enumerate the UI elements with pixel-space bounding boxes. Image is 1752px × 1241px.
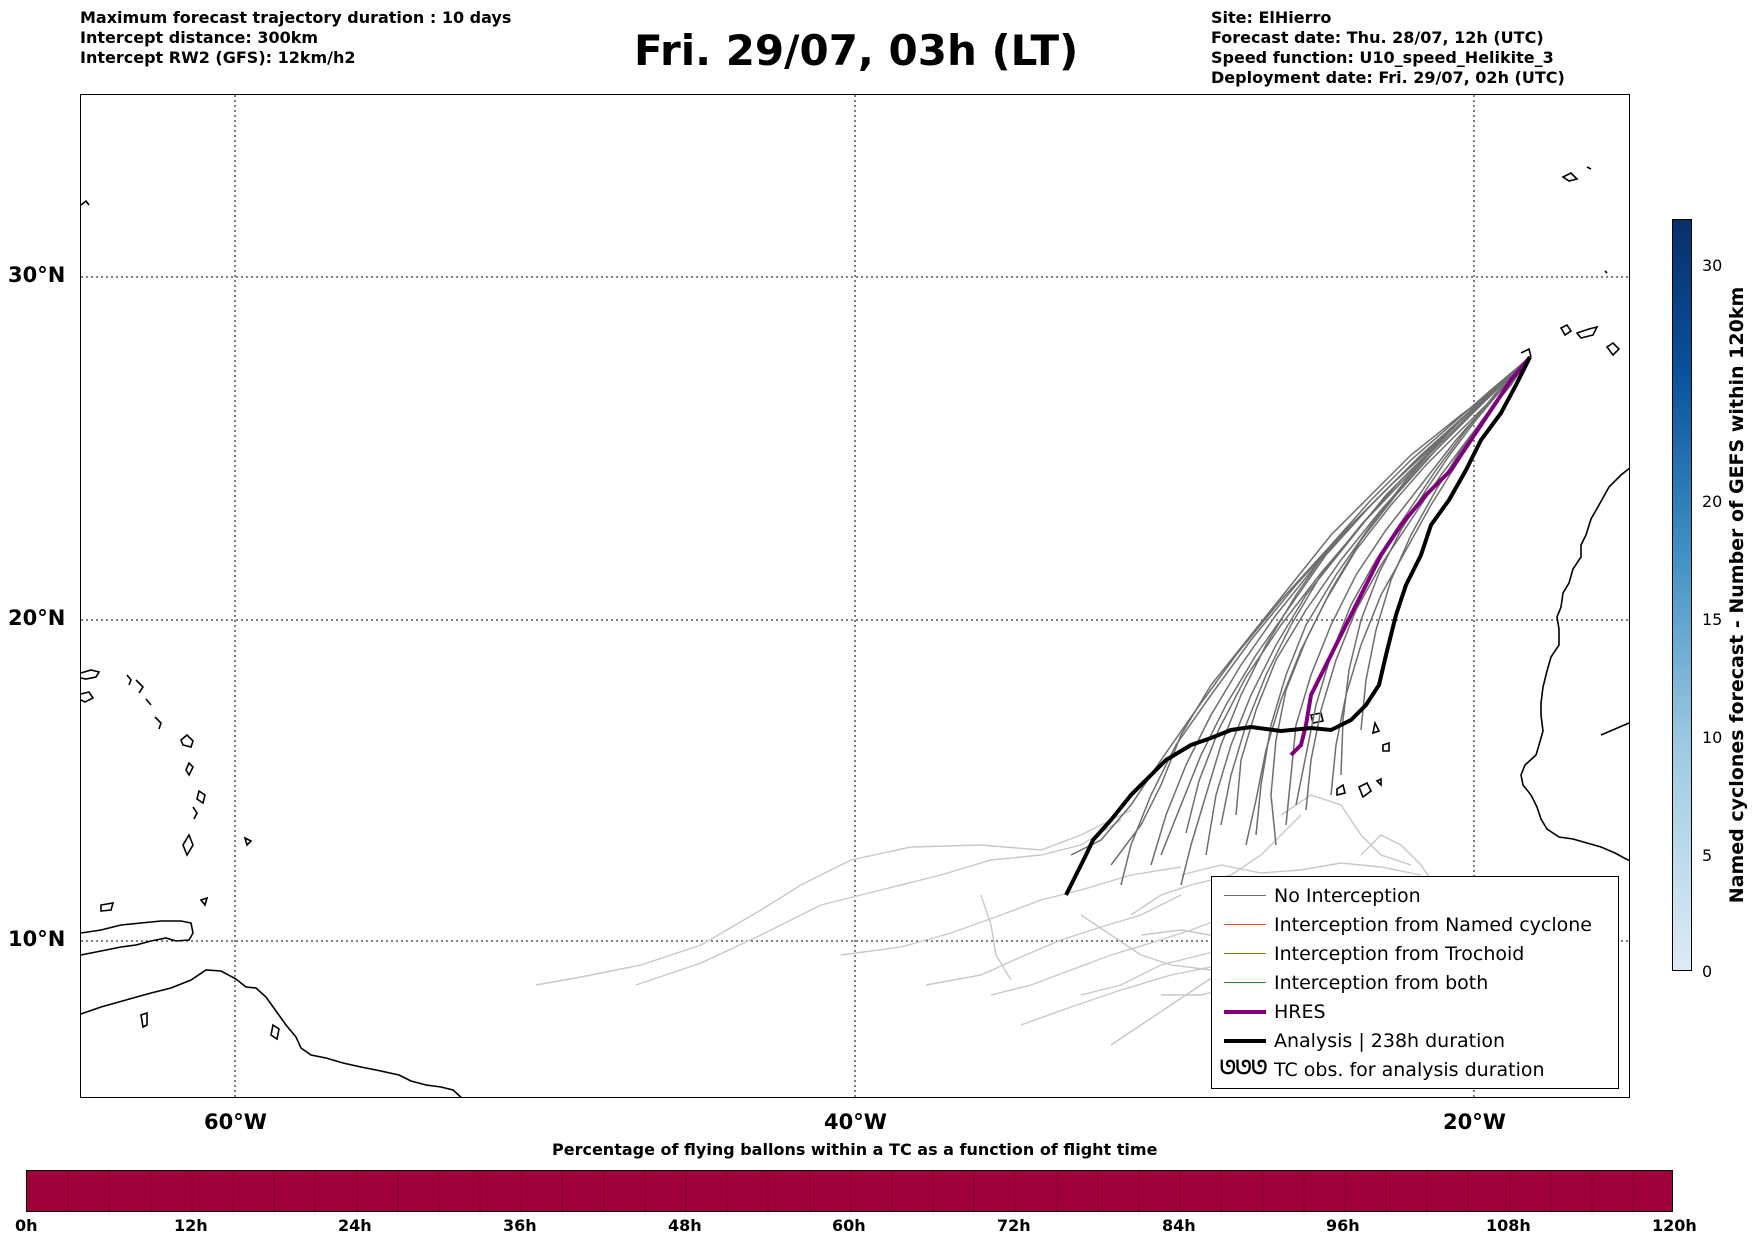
deployment-date-text: Deployment date: Fri. 29/07, 02h (UTC): [1211, 68, 1565, 87]
coast-antilles-13: [199, 896, 209, 907]
lat-label-10: 10°N: [8, 927, 66, 951]
legend-item-analysis: Analysis | 238h duration: [1212, 1028, 1618, 1054]
thin-green-line-icon: [1224, 982, 1266, 983]
coast-canary-3: [1605, 341, 1621, 357]
coast-antilles-11: [81, 691, 95, 703]
time-tick-120h: 120h: [1652, 1216, 1697, 1235]
map-legend: No Interception Interception from Named …: [1211, 876, 1619, 1089]
legend-label: Interception from Named cyclone: [1274, 914, 1592, 936]
colorbar-ticks: [67, 1171, 1634, 1213]
time-tick-0h: 0h: [15, 1216, 38, 1235]
coast-capeverde-6: [1375, 777, 1382, 787]
coast-antilles-6: [180, 733, 194, 748]
cbar-tick-30: 30: [1702, 256, 1723, 275]
coast-antilles-2: [126, 674, 132, 686]
legend-item-trochoid: Interception from Trochoid: [1212, 941, 1618, 967]
coast-capeverde-4: [1336, 783, 1346, 797]
bottom-colorbar-title: Percentage of flying ballons within a TC…: [552, 1140, 1158, 1159]
coast-antilles-5: [154, 716, 162, 730]
coast-canary-1: [1559, 323, 1573, 337]
legend-label: HRES: [1274, 1001, 1326, 1023]
legend-label: Interception from both: [1274, 972, 1489, 994]
legend-label: Interception from Trochoid: [1274, 943, 1525, 965]
coast-antilles-17: [270, 1023, 280, 1041]
lat-label-20: 20°N: [8, 606, 66, 630]
coast-madeira-3: [1604, 270, 1608, 274]
legend-item-hres: HRES: [1212, 999, 1618, 1025]
hres-trajectory: [1289, 355, 1532, 757]
analysis-trajectory: [1064, 356, 1532, 896]
lon-label-60: 60°W: [204, 1110, 267, 1134]
coast-antilles-14: [81, 199, 90, 206]
max-duration-text: Maximum forecast trajectory duration : 1…: [80, 8, 512, 27]
legend-label: No Interception: [1274, 885, 1421, 907]
coast-africa: [1520, 467, 1629, 862]
cbar-tick-5: 5: [1702, 846, 1713, 865]
time-tick-96h: 96h: [1326, 1216, 1360, 1235]
legend-label: Analysis | 238h duration: [1274, 1030, 1506, 1052]
legend-item-no-interception: No Interception: [1212, 883, 1618, 909]
coast-trinidad: [81, 920, 194, 956]
coast-madeira-2: [1586, 166, 1592, 170]
cyclone-colorbar-label: Named cyclones forecast - Number of GEFS…: [1726, 286, 1748, 904]
coast-capeverde-5: [1357, 781, 1373, 799]
coast-africa-inlet: [1600, 722, 1629, 736]
time-tick-72h: 72h: [997, 1216, 1031, 1235]
header-info-left: Maximum forecast trajectory duration : 1…: [80, 8, 511, 68]
legend-item-both: Interception from both: [1212, 970, 1618, 996]
thin-gray-line-icon: [1224, 895, 1266, 896]
tc-percentage-colorbar: [26, 1170, 1673, 1213]
coast-antilles-15: [100, 902, 115, 912]
coast-antilles-12: [243, 836, 253, 847]
coast-canary-2: [1575, 325, 1599, 339]
legend-item-tc-obs: ᘎᘎᘎ TC obs. for analysis duration: [1212, 1057, 1618, 1083]
time-tick-84h: 84h: [1162, 1216, 1196, 1235]
cyclone-count-colorbar: [1672, 219, 1692, 971]
thick-black-line-icon: [1224, 1039, 1266, 1043]
cbar-tick-0: 0: [1702, 962, 1713, 981]
coast-capeverde-2: [1371, 720, 1381, 735]
intercept-rw2-text: Intercept RW2 (GFS): 12km/h2: [80, 48, 356, 67]
coast-antilles-16: [140, 1011, 148, 1029]
cbar-tick-10: 10: [1702, 728, 1723, 747]
legend-item-named-cyclone: Interception from Named cyclone: [1212, 912, 1618, 938]
coast-south-america: [81, 969, 462, 1097]
thin-orange-line-icon: [1224, 924, 1266, 925]
coast-antilles-4: [145, 698, 152, 706]
legend-label: TC obs. for analysis duration: [1274, 1059, 1545, 1081]
time-tick-36h: 36h: [503, 1216, 537, 1235]
intercept-distance-text: Intercept distance: 300km: [80, 28, 319, 47]
coast-antilles-3: [135, 679, 145, 694]
coast-capeverde-3: [1382, 741, 1390, 752]
no-interception-trajectories: [1070, 356, 1531, 886]
cbar-tick-20: 20: [1702, 492, 1723, 511]
page-title: Fri. 29/07, 03h (LT): [634, 26, 1079, 75]
header-info-right: Site: ElHierro Forecast date: Thu. 28/07…: [1211, 8, 1565, 88]
coastlines: [81, 166, 1629, 1097]
coast-madeira: [1561, 172, 1579, 182]
cbar-tick-15: 15: [1702, 610, 1723, 629]
thick-purple-line-icon: [1224, 1010, 1266, 1014]
coast-antilles-10: [182, 833, 194, 857]
lon-label-20: 20°W: [1443, 1110, 1506, 1134]
time-tick-48h: 48h: [668, 1216, 702, 1235]
forecast-date-text: Forecast date: Thu. 28/07, 12h (UTC): [1211, 28, 1544, 47]
coast-canary-4: [1520, 347, 1532, 358]
coast-antilles-8: [196, 789, 206, 805]
time-tick-12h: 12h: [174, 1216, 208, 1235]
thin-olive-line-icon: [1224, 953, 1266, 954]
time-tick-24h: 24h: [338, 1216, 372, 1235]
lon-label-40: 40°W: [824, 1110, 887, 1134]
time-tick-108h: 108h: [1486, 1216, 1531, 1235]
lat-label-30: 30°N: [8, 263, 66, 287]
coast-antilles-1: [81, 669, 101, 680]
coast-antilles-9: [192, 806, 198, 820]
site-text: Site: ElHierro: [1211, 8, 1332, 27]
coast-antilles-7: [185, 761, 194, 777]
time-tick-60h: 60h: [832, 1216, 866, 1235]
tropical-cyclone-symbols-icon: ᘎᘎᘎ: [1220, 1057, 1268, 1079]
cyclone-colorbar-gradient: [1673, 220, 1691, 970]
speed-function-text: Speed function: U10_speed_Helikite_3: [1211, 48, 1554, 67]
